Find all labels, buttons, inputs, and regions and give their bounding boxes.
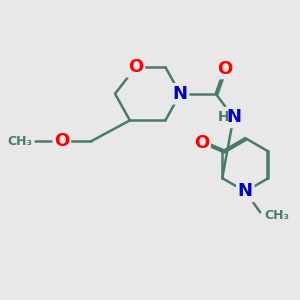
Text: CH₃: CH₃: [7, 135, 32, 148]
Text: O: O: [54, 132, 69, 150]
Text: O: O: [128, 58, 143, 76]
Text: CH₃: CH₃: [265, 208, 290, 222]
Text: O: O: [217, 60, 232, 78]
Text: N: N: [226, 108, 241, 126]
Text: H: H: [217, 110, 229, 124]
Text: N: N: [238, 182, 253, 200]
Text: N: N: [173, 85, 188, 103]
Text: O: O: [194, 134, 209, 152]
